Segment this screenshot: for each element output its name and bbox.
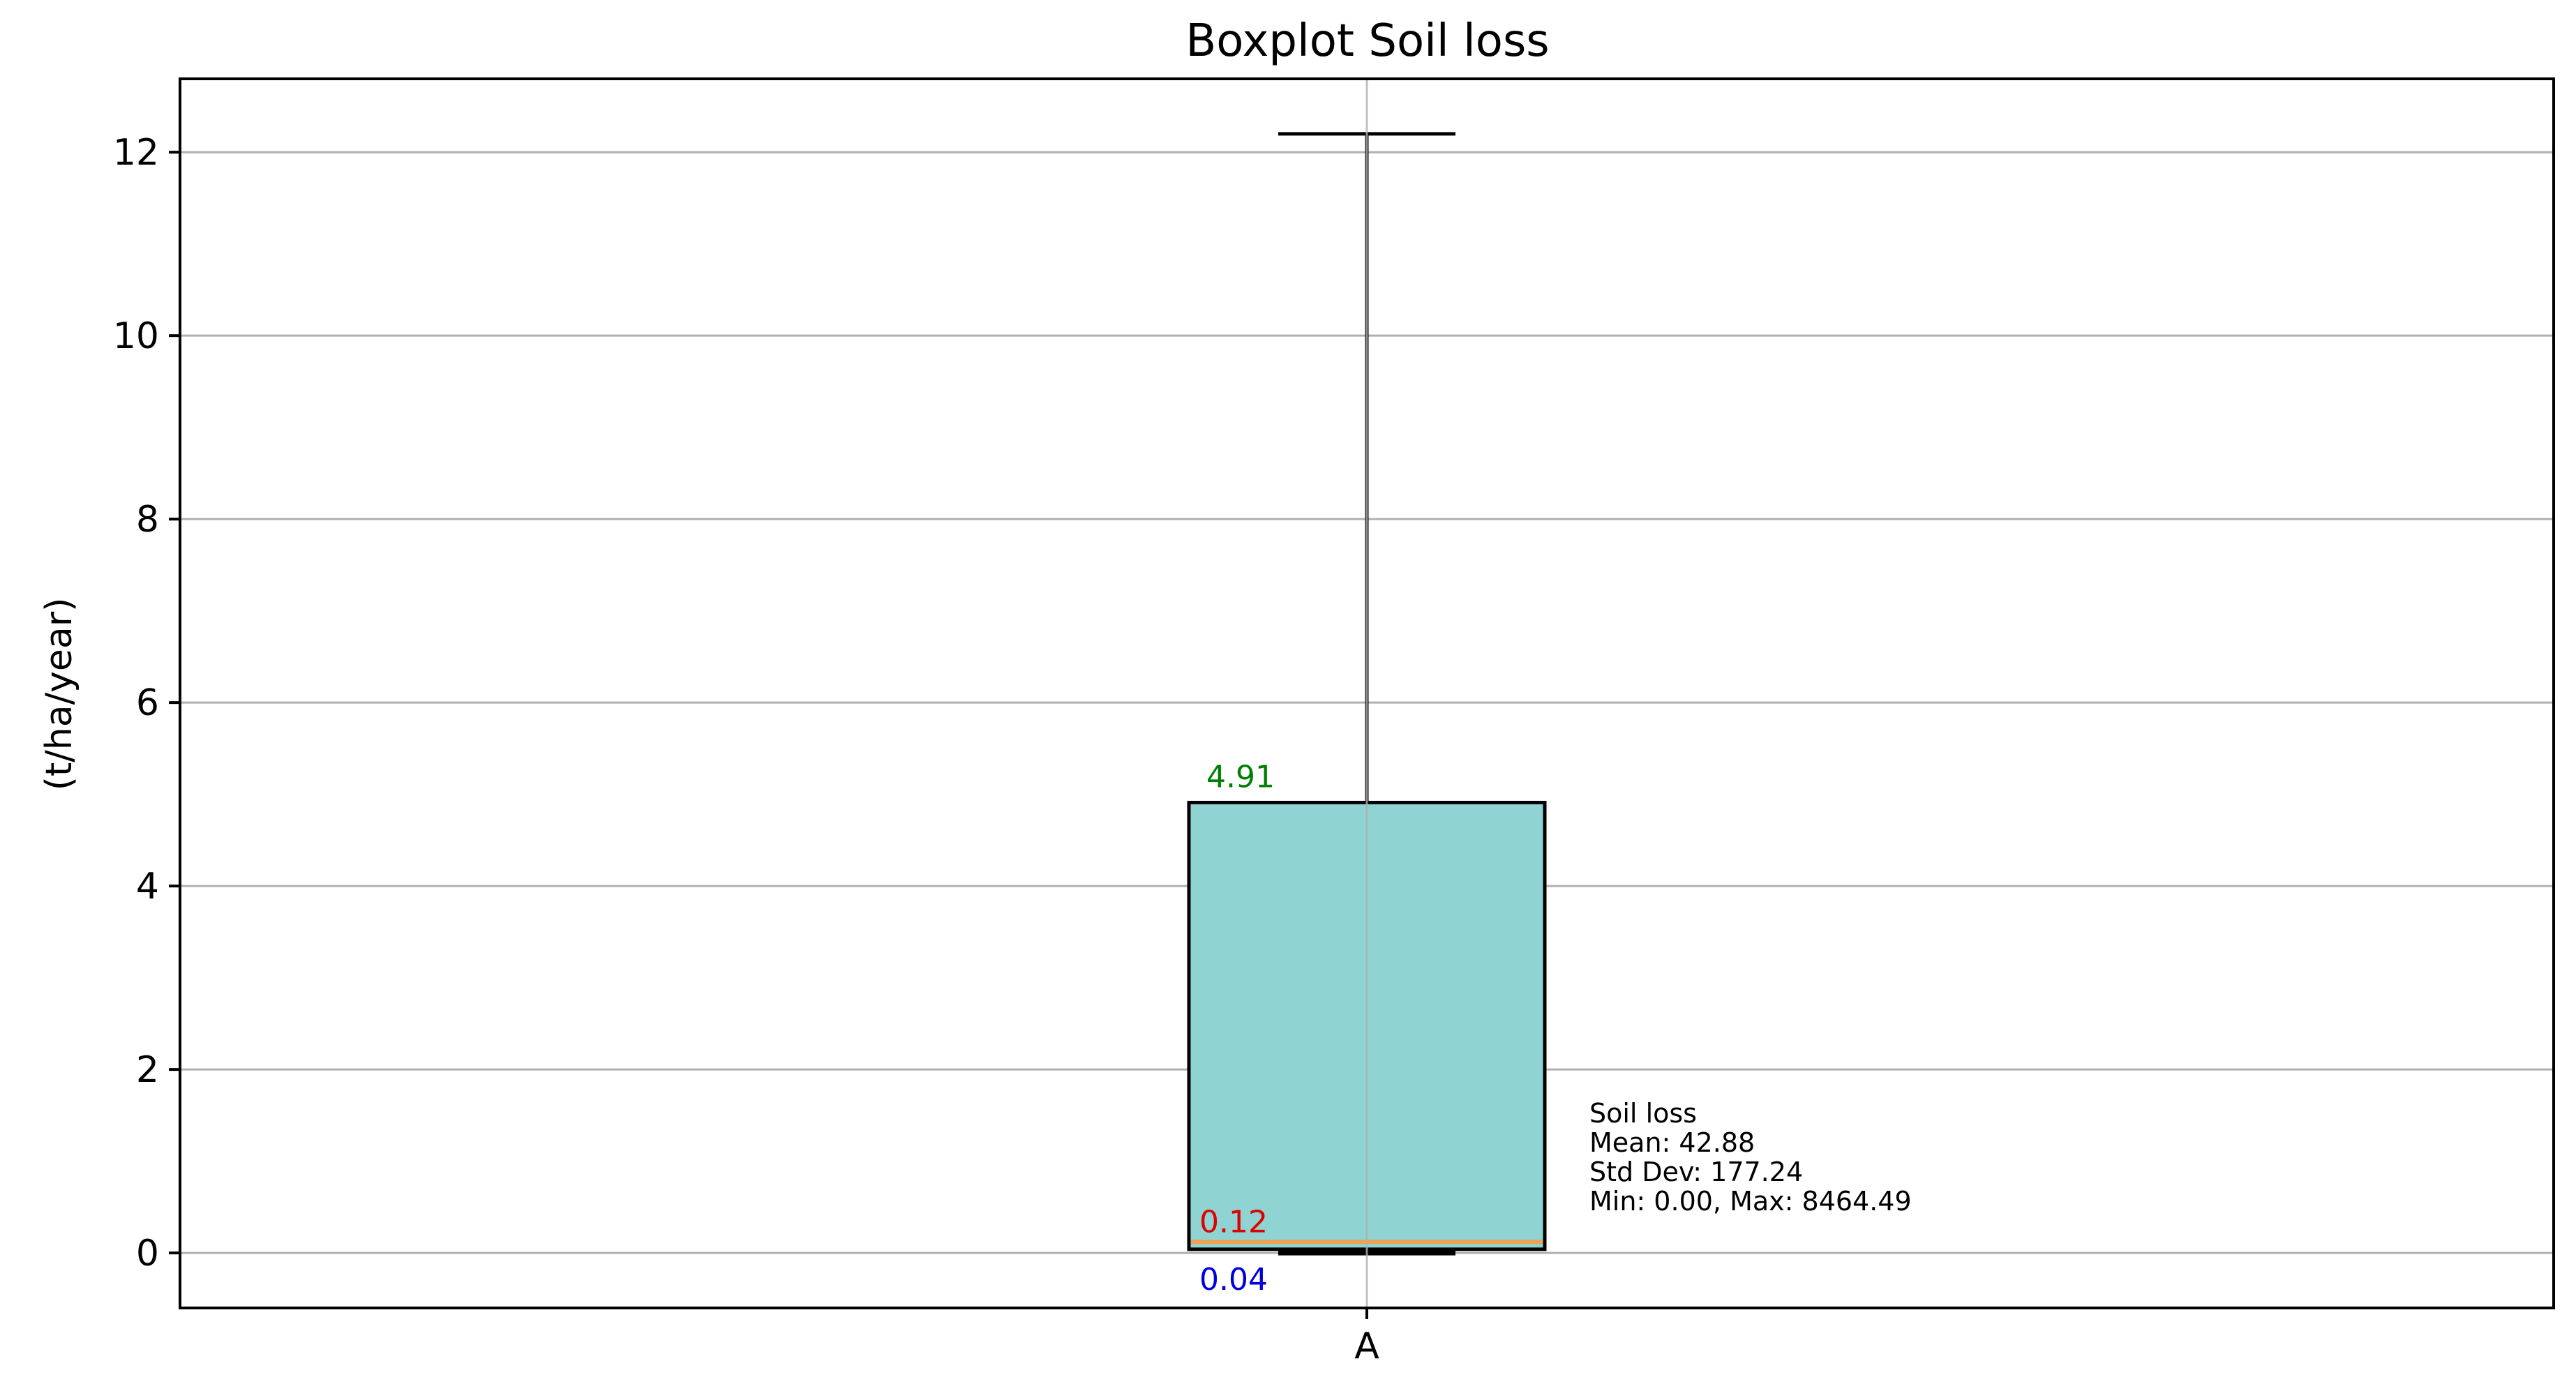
y-axis-label: (t/ha/year) xyxy=(38,598,80,791)
stats-line: Mean: 42.88 xyxy=(1589,1127,1755,1158)
chart-title: Boxplot Soil loss xyxy=(1185,15,1549,67)
stats-line: Soil loss xyxy=(1589,1098,1697,1129)
y-tick-label: 6 xyxy=(136,682,159,724)
box-group xyxy=(1187,79,1547,1308)
stats-line: Std Dev: 177.24 xyxy=(1589,1157,1803,1187)
q3-label: 4.91 xyxy=(1206,759,1275,795)
y-tick-label: 4 xyxy=(136,866,159,908)
data-labels: 4.91 0.12 0.04 xyxy=(1199,759,1275,1297)
x-ticks: A xyxy=(1354,1308,1379,1367)
y-tick-label: 10 xyxy=(113,315,159,357)
median-label: 0.12 xyxy=(1199,1204,1268,1240)
stats-line: Min: 0.00, Max: 8464.49 xyxy=(1589,1186,1912,1217)
x-tick-label: A xyxy=(1354,1325,1379,1367)
y-tick-label: 12 xyxy=(113,132,159,174)
y-ticks: 0 2 4 6 8 10 12 xyxy=(113,132,180,1274)
q1-label: 0.04 xyxy=(1199,1262,1268,1298)
y-tick-label: 2 xyxy=(136,1049,159,1091)
y-tick-label: 8 xyxy=(136,499,159,541)
y-tick-label: 0 xyxy=(136,1233,159,1274)
